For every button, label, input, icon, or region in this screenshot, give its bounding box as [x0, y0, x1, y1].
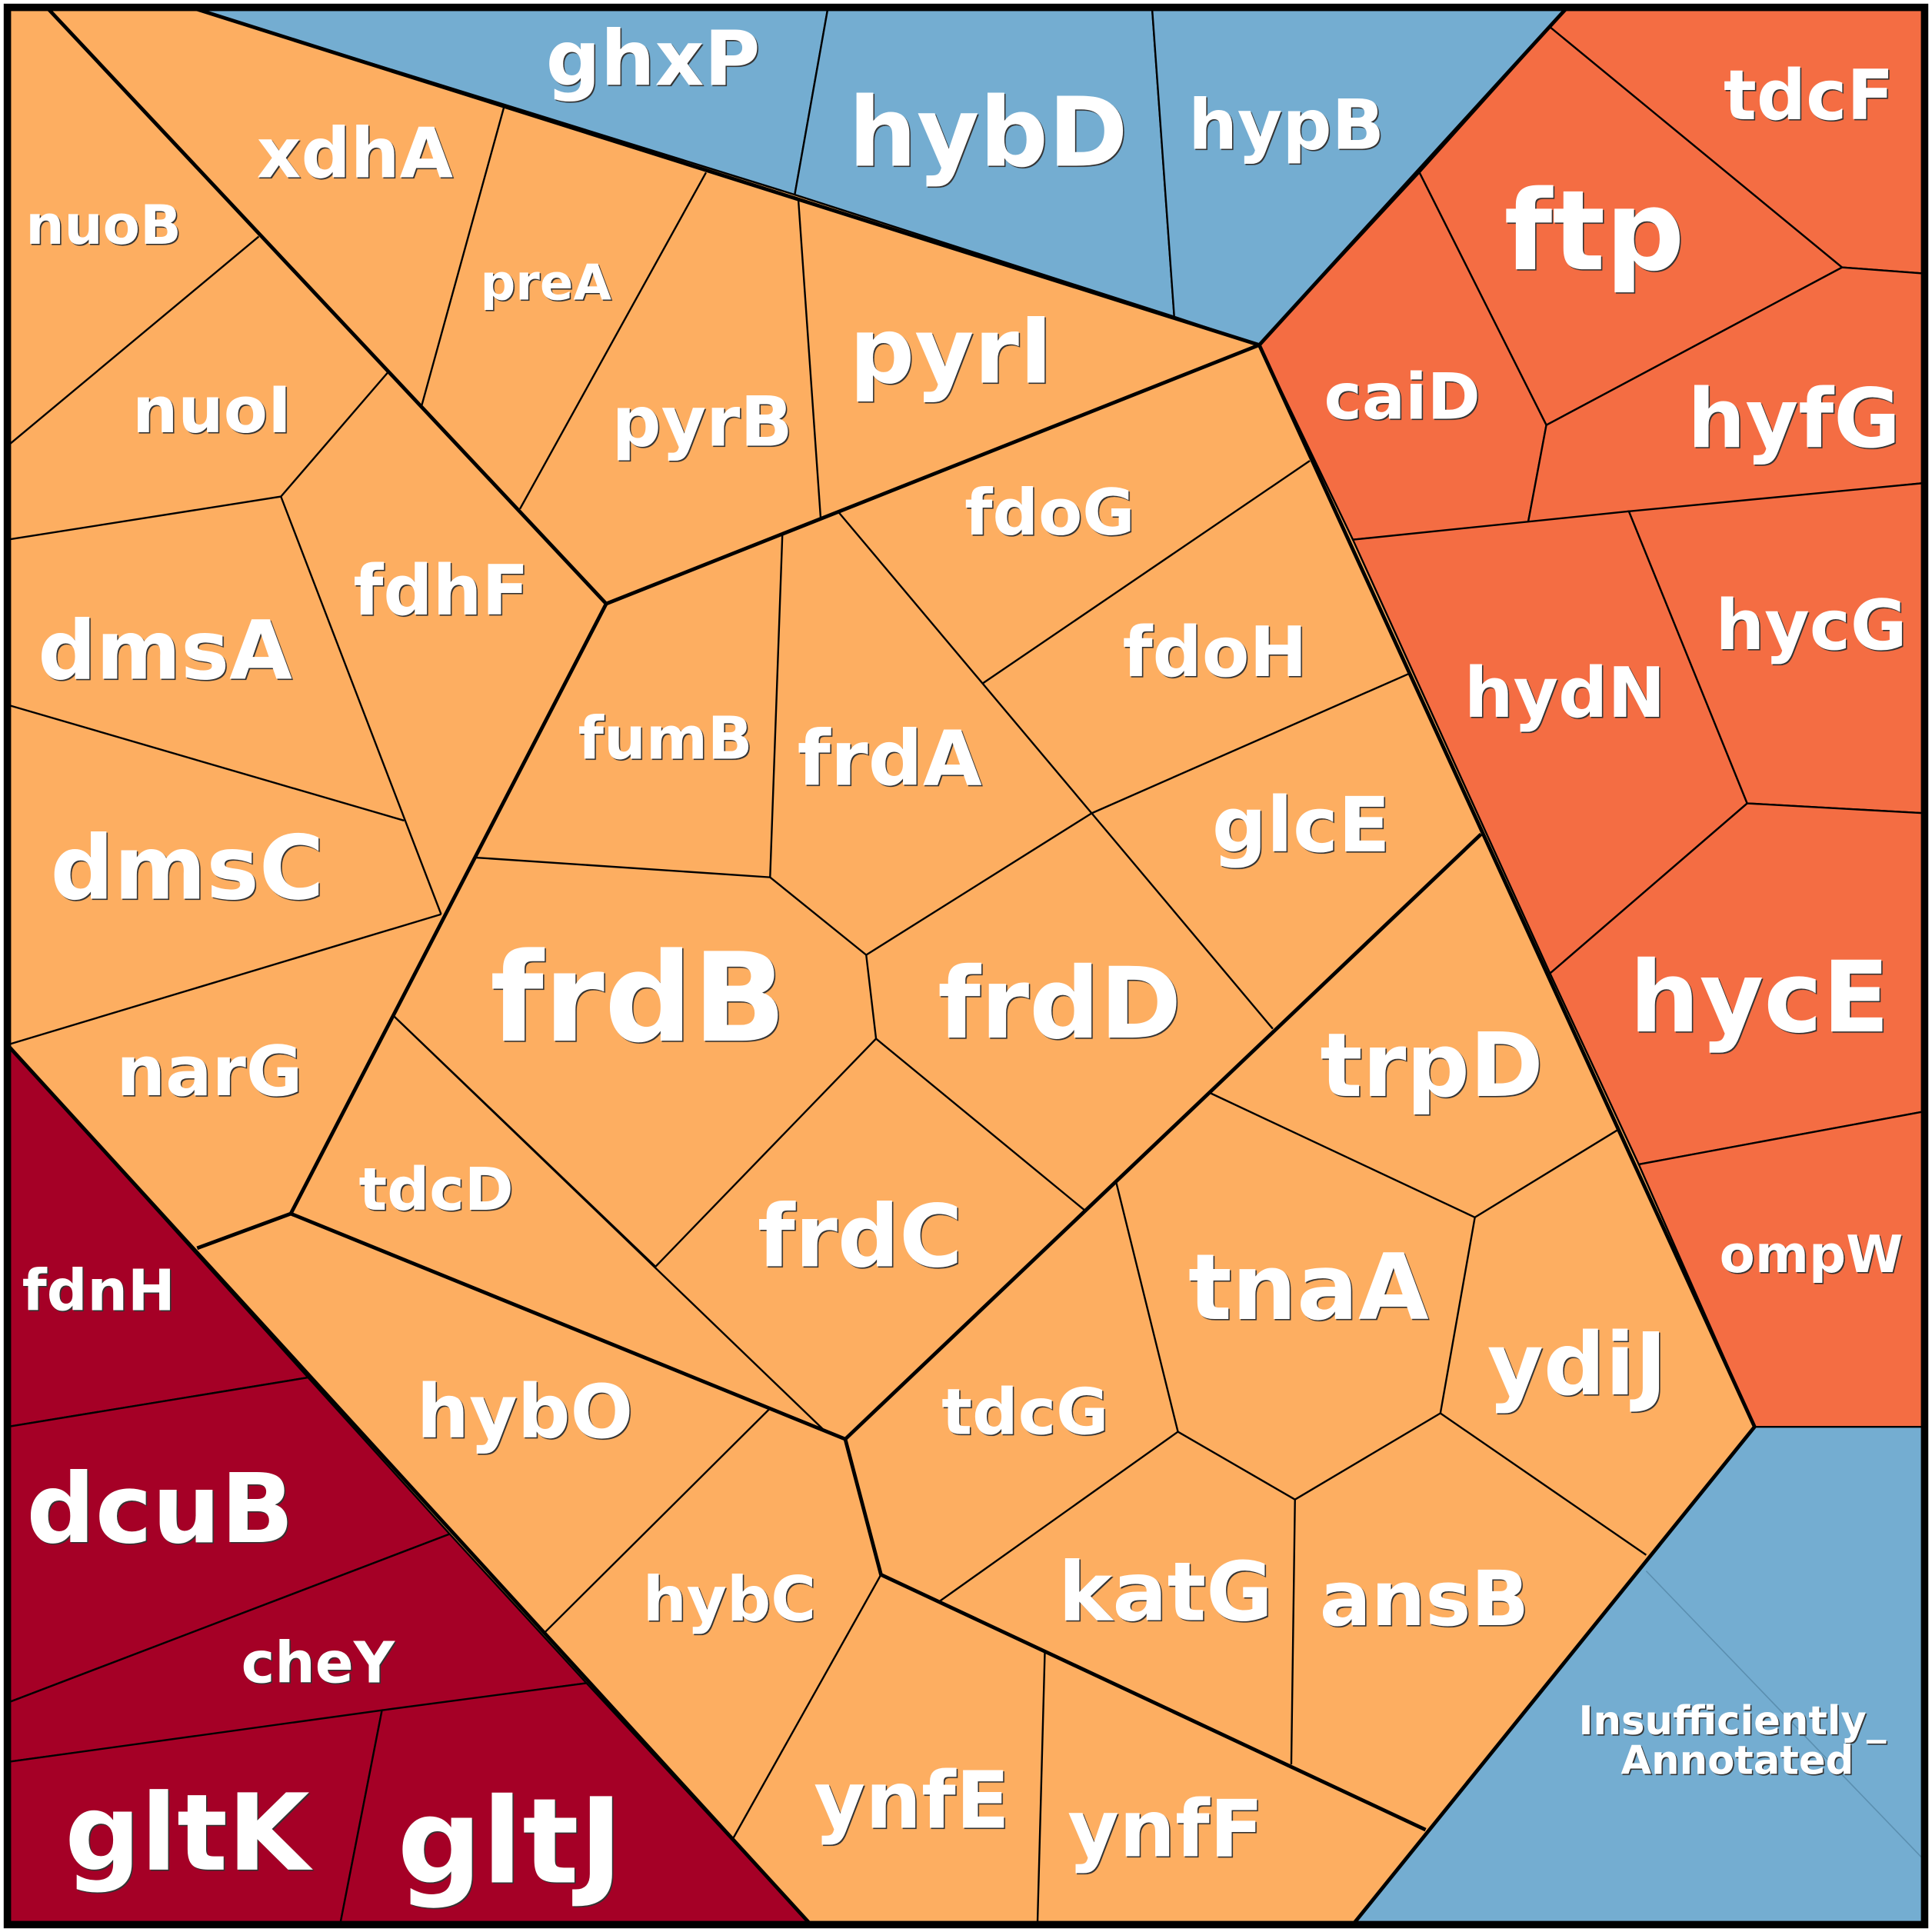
cell-label: glcE: [1212, 781, 1391, 870]
cell-label: fumB: [578, 705, 753, 774]
cell-label: nuoB: [25, 194, 181, 257]
cell-label: gltJ: [397, 1774, 623, 1911]
cell-label: ompW: [1720, 1224, 1904, 1284]
cell-label: pyrB: [612, 383, 793, 463]
cell-label: preA: [480, 255, 611, 311]
cell-label: dmsA: [38, 603, 292, 698]
cell-label: nuoI: [132, 373, 291, 448]
cell-label: frdB: [490, 926, 786, 1070]
cell-label: ydiJ: [1487, 1315, 1667, 1415]
cell-label: xdhA: [257, 114, 453, 194]
cell-label: hybO: [417, 1369, 634, 1455]
cell-label: frdC: [758, 1187, 963, 1287]
cell-label: trpD: [1320, 1014, 1543, 1118]
cell-label: cheY: [242, 1631, 396, 1696]
cell-label: hybC: [643, 1564, 816, 1635]
labels: ghxP hybD hypB tdcF ftp caiD hyfG hydN h…: [22, 15, 1907, 1910]
cell-label: fdnH: [22, 1258, 175, 1324]
cell-label: ghxP: [546, 15, 761, 103]
cell-label: dmsC: [51, 817, 325, 920]
cell-label: ftp: [1504, 167, 1685, 296]
cell-label: gltK: [65, 1772, 313, 1895]
cell-label: Annotated: [1621, 1737, 1854, 1784]
cell-label: tdcG: [941, 1374, 1108, 1449]
cell-label: dcuB: [26, 1454, 294, 1565]
cell-label: hyfG: [1687, 371, 1900, 466]
cell-label: pyrI: [849, 298, 1053, 405]
cell-label: frdD: [938, 947, 1181, 1061]
cell-label: ynfF: [1068, 1784, 1263, 1876]
cell-label: hybD: [848, 78, 1128, 189]
cell-label: narG: [116, 1032, 302, 1112]
cell-label: tdcF: [1724, 56, 1894, 136]
cell-label: hycE: [1630, 941, 1890, 1055]
cell-label: fdoH: [1123, 613, 1307, 693]
cell-label: fdhF: [353, 551, 528, 631]
cell-label: ynfE: [814, 1756, 1009, 1847]
cell-label: hypB: [1188, 85, 1384, 165]
cell-edges: [6, 107, 1647, 1925]
cell-label: ansB: [1320, 1555, 1530, 1644]
cell-label: frdA: [798, 715, 982, 803]
cell-label: tnaA: [1188, 1234, 1429, 1341]
cell-label: katG: [1058, 1544, 1273, 1639]
cell-label: fdoG: [964, 475, 1134, 550]
cell-label: hycG: [1715, 586, 1907, 666]
cell-label: caiD: [1324, 359, 1480, 434]
cell-label: Insufficiently_: [1578, 1698, 1886, 1744]
cell-label: hydN: [1464, 654, 1666, 734]
cell-edge: [1645, 1571, 1925, 1861]
cell-label: tdcD: [359, 1156, 514, 1224]
group-borders: [3, 3, 1929, 1929]
